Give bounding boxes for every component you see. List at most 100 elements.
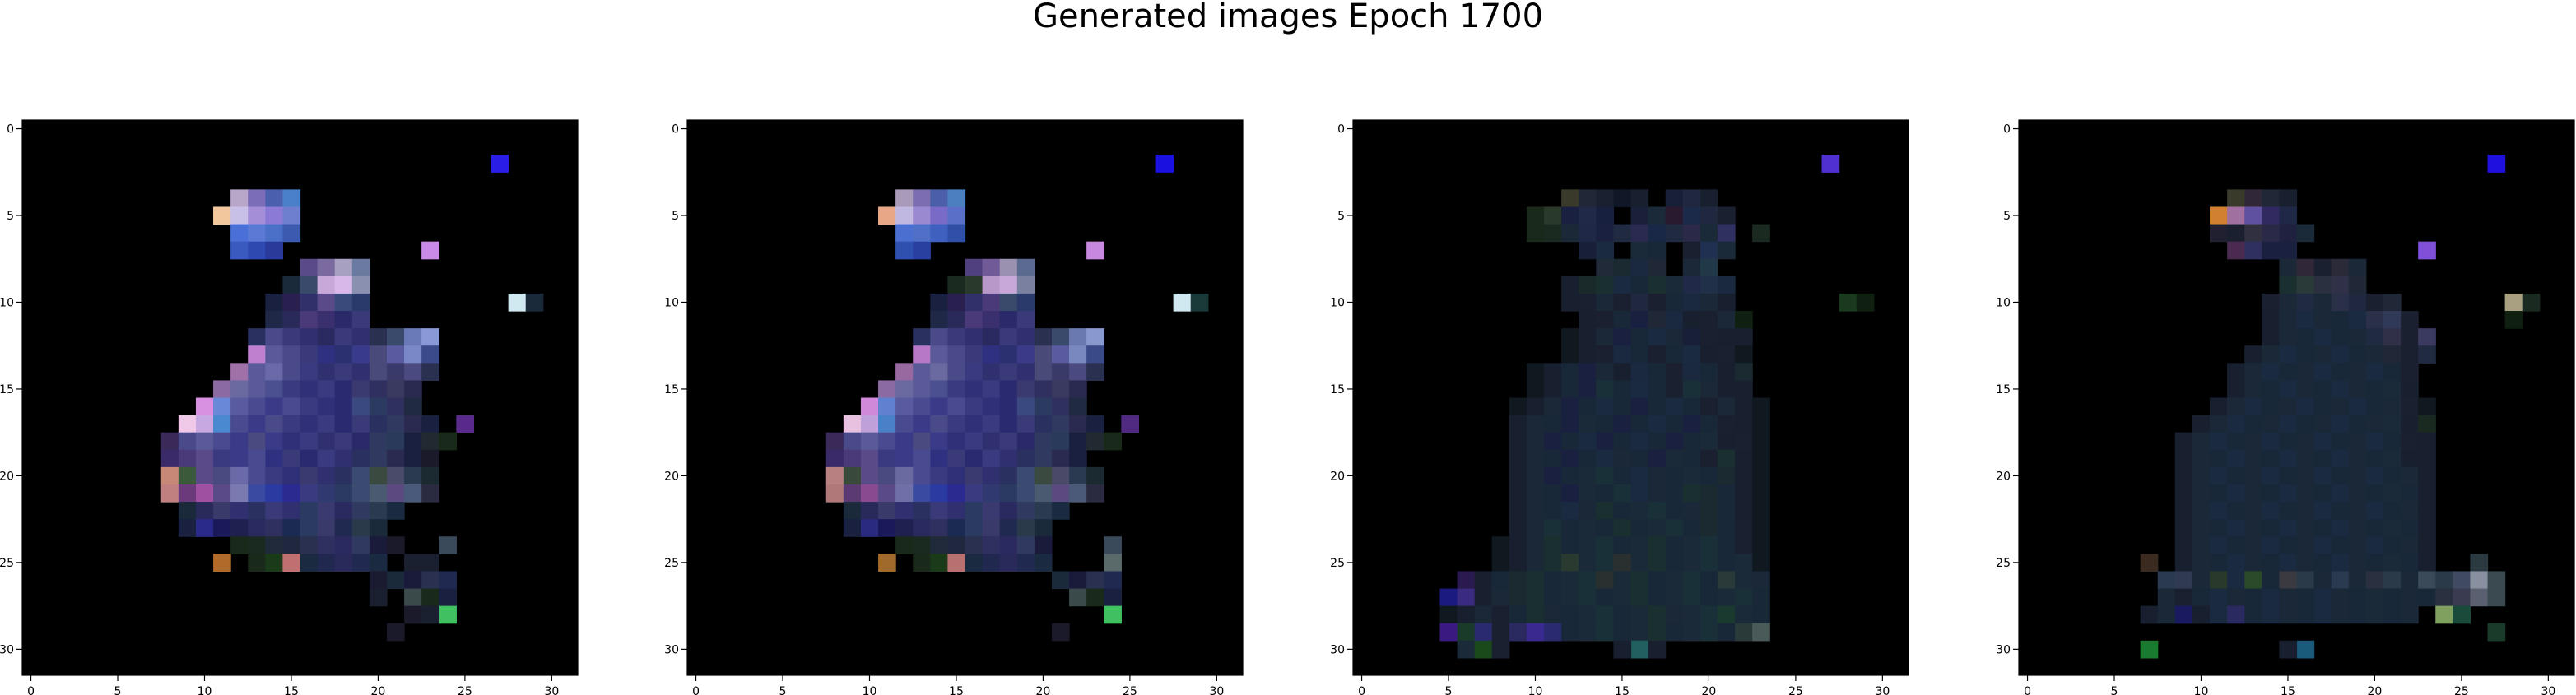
pixel-cell xyxy=(404,466,422,485)
pixel-cell xyxy=(334,293,353,312)
pixel-cell xyxy=(421,345,439,364)
pixel-cell xyxy=(1457,571,1476,590)
pixel-cell xyxy=(386,345,405,364)
pixel-cell xyxy=(947,276,966,294)
pixel-cell xyxy=(2383,554,2402,572)
pixel-cell xyxy=(248,380,266,399)
pixel-cell xyxy=(421,449,439,468)
axes-frame xyxy=(21,119,579,676)
pixel-cell xyxy=(1700,311,1718,329)
pixel-cell xyxy=(1735,588,1753,607)
pixel-cell xyxy=(421,466,439,485)
pixel-cell xyxy=(860,502,879,520)
pixel-cell xyxy=(265,502,284,520)
pixel-cell xyxy=(2296,328,2315,346)
pixel-cell xyxy=(265,189,284,208)
pixel-cell xyxy=(1717,415,1736,433)
pixel-cell xyxy=(1839,293,1858,312)
pixel-cell xyxy=(2313,588,2332,607)
pixel-cell xyxy=(1613,293,1632,312)
pixel-cell xyxy=(1752,502,1770,520)
pixel-cell xyxy=(421,432,439,451)
x-tick-label: 10 xyxy=(1528,685,1543,695)
pixel-cell xyxy=(913,189,931,208)
pixel-cell xyxy=(878,502,896,520)
pixel-cell xyxy=(982,293,1001,312)
pixel-cell xyxy=(282,449,301,468)
pixel-cell xyxy=(2296,588,2315,607)
pixel-cell xyxy=(2453,571,2471,590)
pixel-cell xyxy=(334,380,353,399)
pixel-cell xyxy=(2348,363,2367,382)
pixel-cell xyxy=(282,397,301,416)
pixel-cell xyxy=(1051,328,1070,346)
pixel-cell xyxy=(1155,155,1174,173)
pixel-cell xyxy=(1561,571,1579,590)
pixel-cell xyxy=(1630,397,1649,416)
pixel-cell xyxy=(1579,293,1597,312)
pixel-cell xyxy=(1682,449,1701,468)
pixel-cell xyxy=(1630,519,1649,537)
pixel-cell xyxy=(386,415,405,433)
pixel-cell xyxy=(334,311,353,329)
pixel-cell xyxy=(2365,363,2384,382)
pixel-cell xyxy=(982,519,1001,537)
pixel-cell xyxy=(965,258,983,277)
y-tick-label: 30 xyxy=(1330,643,1345,656)
pixel-cell xyxy=(913,484,931,503)
pixel-cell xyxy=(2157,588,2176,607)
pixel-cell xyxy=(1526,605,1545,624)
pixel-cell xyxy=(1561,588,1579,607)
pixel-cell xyxy=(2401,466,2419,485)
pixel-cell xyxy=(2192,466,2211,485)
pixel-cell xyxy=(2262,328,2281,346)
pixel-cell xyxy=(1665,519,1684,537)
pixel-cell xyxy=(2296,380,2315,399)
pixel-cell xyxy=(1665,484,1684,503)
pixel-cell xyxy=(1682,345,1701,364)
pixel-cell xyxy=(1700,345,1718,364)
pixel-cell xyxy=(2348,293,2367,312)
pixel-cell xyxy=(843,432,862,451)
pixel-cell xyxy=(2244,224,2262,243)
pixel-cell xyxy=(369,363,388,382)
pixel-cell xyxy=(317,258,336,277)
pixel-cell xyxy=(195,432,214,451)
pixel-cell xyxy=(1086,484,1104,503)
pixel-cell xyxy=(878,484,896,503)
pixel-cell xyxy=(999,415,1018,433)
pixel-cell xyxy=(2296,258,2315,277)
pixel-cell xyxy=(1016,363,1035,382)
pixel-cell xyxy=(1700,206,1718,225)
pixel-cell xyxy=(1069,588,1087,607)
pixel-cell xyxy=(860,466,879,485)
pixel-cell xyxy=(1596,605,1615,624)
pixel-cell xyxy=(1579,519,1597,537)
pixel-cell xyxy=(1613,449,1632,468)
pixel-cell xyxy=(1544,380,1562,399)
pixel-cell xyxy=(1034,466,1053,485)
pixel-cell xyxy=(195,449,214,468)
y-tick-label: 10 xyxy=(0,296,14,309)
pixel-cell xyxy=(1856,293,1875,312)
pixel-cell xyxy=(265,432,284,451)
pixel-cell xyxy=(2296,415,2315,433)
pixel-cell xyxy=(1526,363,1545,382)
pixel-cell xyxy=(1190,293,1209,312)
pixel-cell xyxy=(982,554,1001,572)
pixel-cell xyxy=(2262,189,2281,208)
pixel-cell xyxy=(1086,466,1104,485)
pixel-cell xyxy=(351,363,370,382)
pixel-cell xyxy=(1526,554,1545,572)
pixel-cell xyxy=(947,502,966,520)
pixel-cell xyxy=(282,519,301,537)
pixel-cell xyxy=(2435,588,2453,607)
pixel-cell xyxy=(317,484,336,503)
pixel-cell xyxy=(282,276,301,294)
pixel-cell xyxy=(2383,519,2402,537)
pixel-cell xyxy=(317,276,336,294)
axes-frame xyxy=(2018,119,2575,676)
pixel-cell xyxy=(930,397,949,416)
pixel-cell xyxy=(2296,345,2315,364)
